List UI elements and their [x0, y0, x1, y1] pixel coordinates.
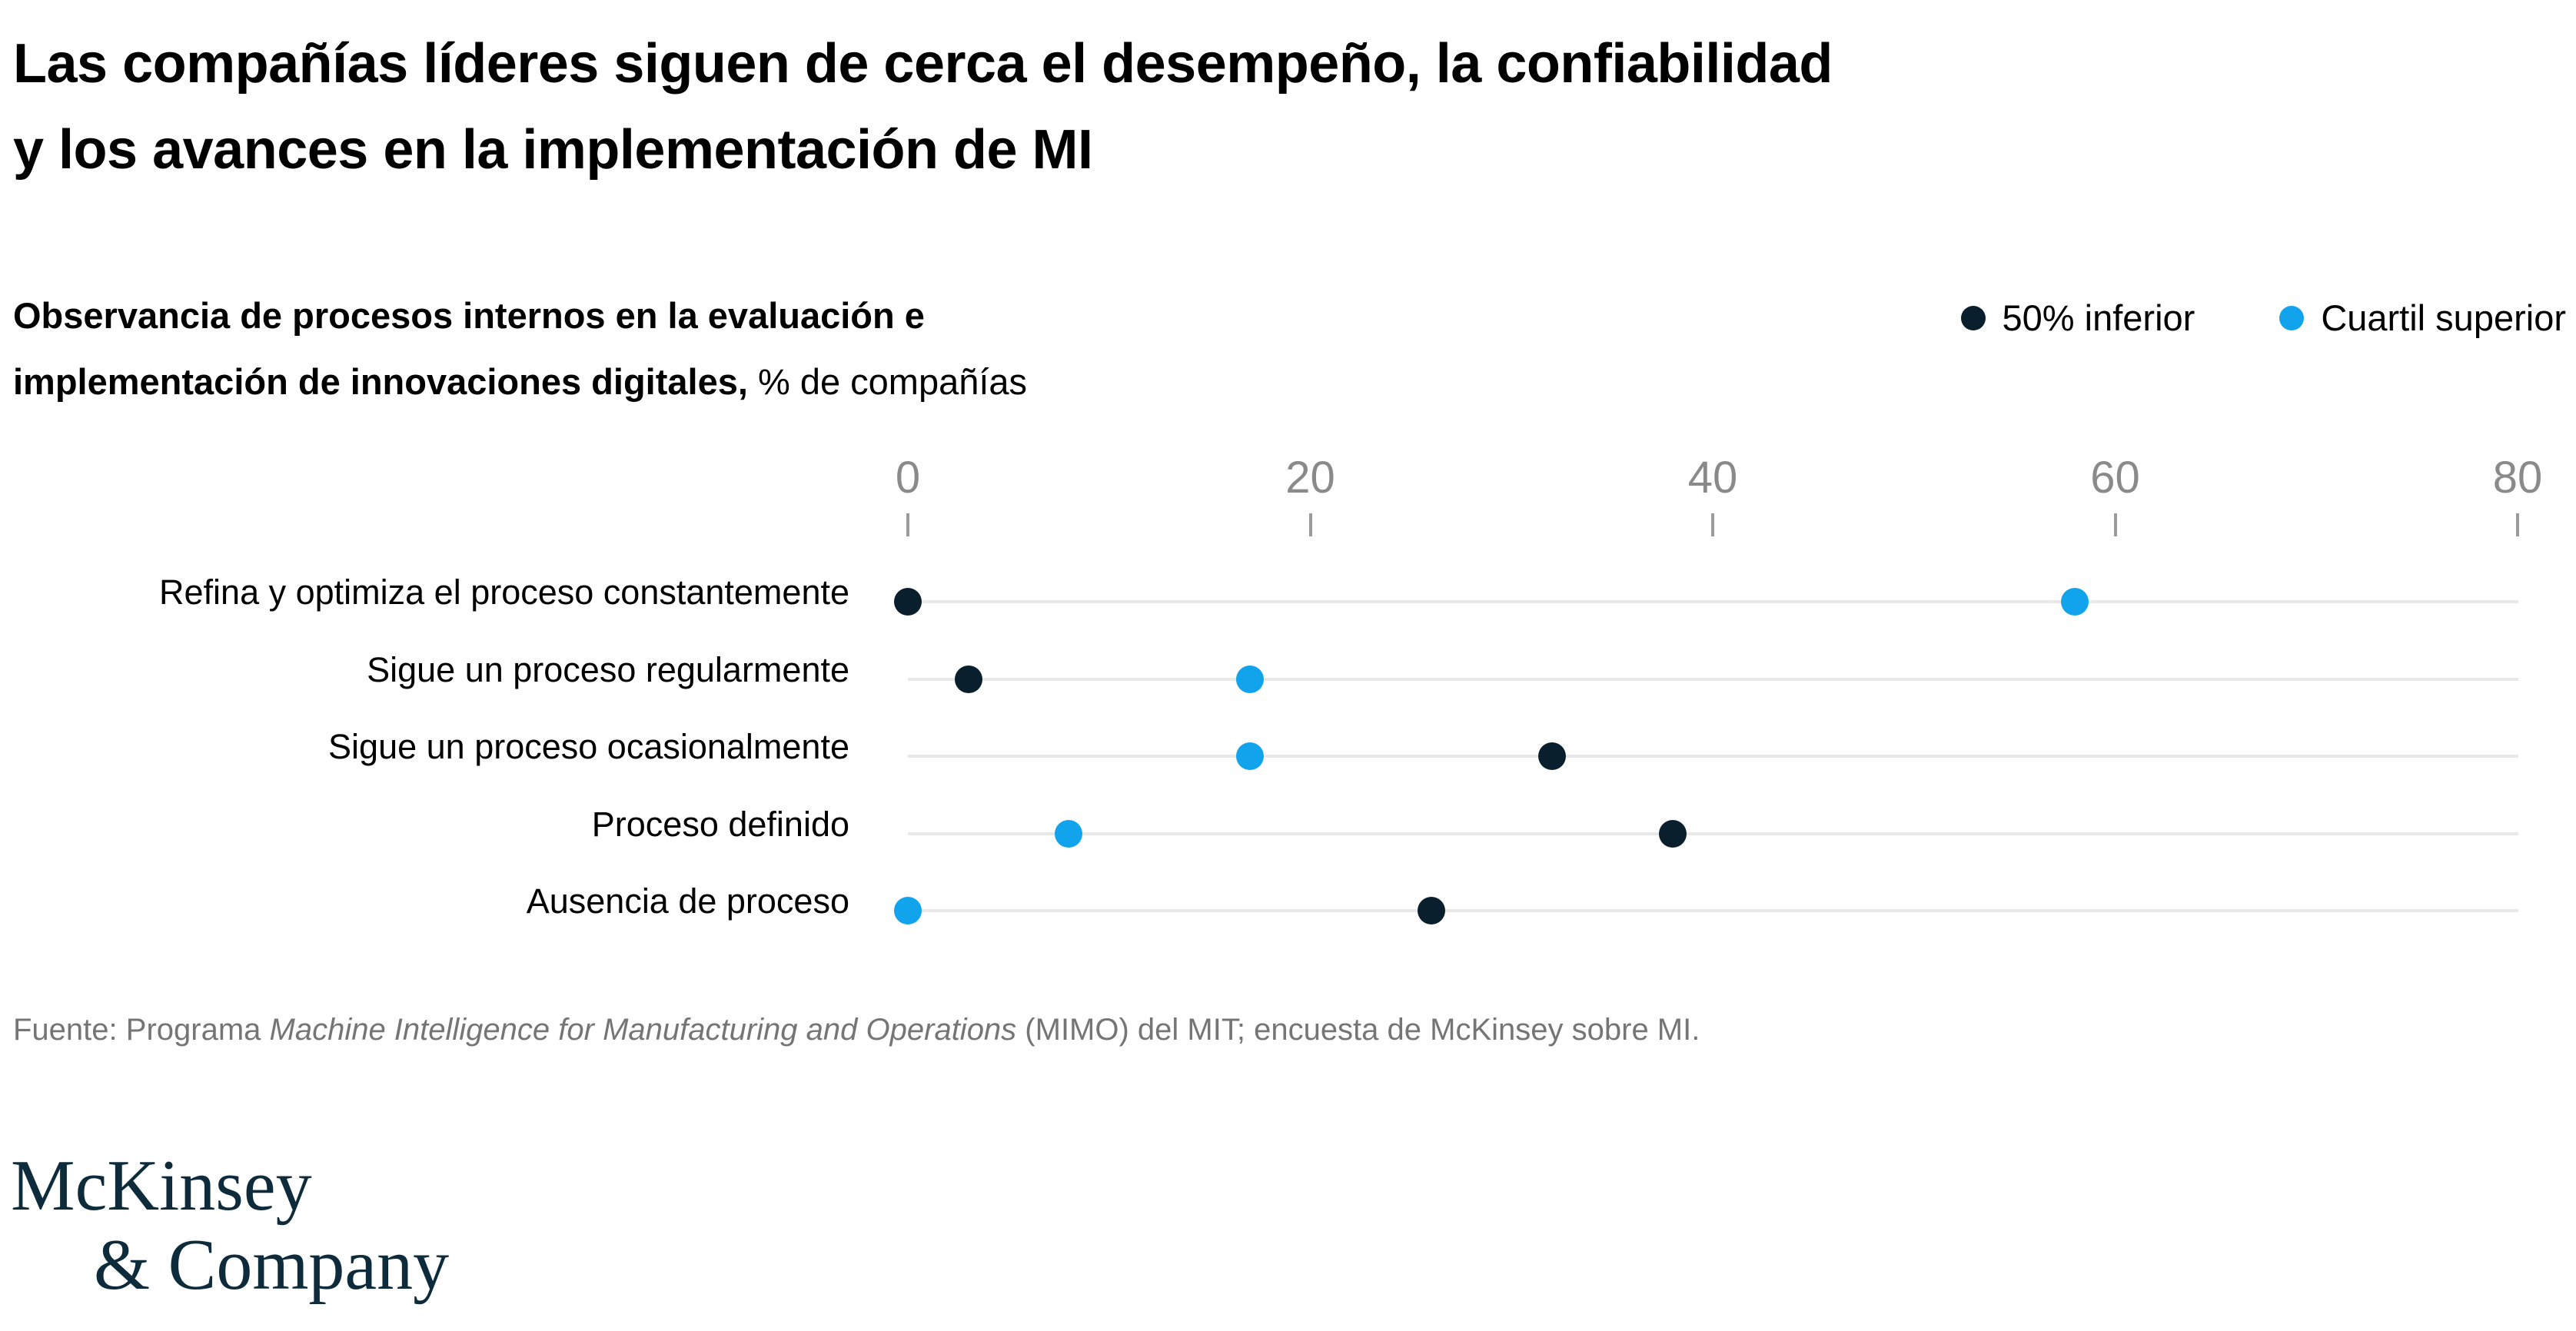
- subtitle-unit: % de compañías: [747, 361, 1028, 402]
- source-suffix: (MIMO) del MIT; encuesta de McKinsey sob…: [1016, 1013, 1700, 1047]
- row-label: Proceso definido: [591, 804, 849, 844]
- data-dot-top-quartile: [1235, 665, 1264, 693]
- x-axis-tick-label: 40: [1687, 453, 1738, 503]
- x-axis-tick-mark: [906, 513, 909, 536]
- data-dot-bottom-50: [1658, 819, 1687, 848]
- title-line-2: y los avances en la implementación de MI: [13, 118, 1093, 181]
- data-dot-bottom-50: [1537, 742, 1566, 770]
- chart-legend: 50% inferior Cuartil superior: [1960, 297, 2566, 339]
- row-gridline: [908, 755, 2518, 758]
- x-axis-tick-mark: [2516, 513, 2519, 536]
- legend-dot-top-quartile-icon: [2279, 305, 2305, 330]
- source-prefix: Fuente: Programa: [13, 1013, 270, 1047]
- subtitle-bold-line-2: implementación de innovaciones digitales…: [13, 361, 748, 402]
- source-note: Fuente: Programa Machine Intelligence fo…: [13, 1013, 2473, 1047]
- x-axis-tick-label: 20: [1285, 453, 1335, 503]
- title-line-1: Las compañías líderes siguen de cerca el…: [13, 33, 1833, 95]
- legend-label-bottom-50: 50% inferior: [2002, 297, 2195, 338]
- row-label: Sigue un proceso regularmente: [367, 649, 849, 689]
- row-label: Ausencia de proceso: [526, 881, 849, 921]
- data-dot-top-quartile: [1235, 742, 1264, 770]
- data-dot-top-quartile: [894, 897, 922, 924]
- row-gridline: [908, 831, 2518, 835]
- data-dot-top-quartile: [2061, 588, 2089, 616]
- x-axis-tick-label: 0: [895, 453, 921, 503]
- chart-subtitle: Observancia de procesos internos en la e…: [13, 283, 1589, 415]
- row-gridline: [908, 909, 2518, 912]
- row-label: Sigue un proceso ocasionalmente: [328, 727, 849, 766]
- data-dot-top-quartile: [1055, 819, 1083, 848]
- mckinsey-logo: McKinsey & Company: [11, 1146, 450, 1306]
- row-label: Refina y optimiza el proceso constanteme…: [159, 573, 849, 612]
- subtitle-bold-line-1: Observancia de procesos internos en la e…: [13, 295, 925, 336]
- logo-line-1: McKinsey: [11, 1146, 312, 1226]
- legend-dot-bottom-50-icon: [1960, 305, 1986, 330]
- row-gridline: [908, 677, 2518, 681]
- legend-item-bottom-50: 50% inferior: [1960, 297, 2195, 339]
- legend-label-top-quartile: Cuartil superior: [2321, 297, 2566, 338]
- data-dot-bottom-50: [894, 588, 922, 616]
- x-axis-tick-mark: [1308, 513, 1312, 536]
- x-axis-tick-mark: [2113, 513, 2117, 536]
- source-program-name: Machine Intelligence for Manufacturing a…: [269, 1013, 1017, 1047]
- x-axis-tick-mark: [1711, 513, 1714, 536]
- legend-item-top-quartile: Cuartil superior: [2279, 297, 2566, 339]
- row-gridline: [908, 600, 2518, 603]
- x-axis-tick-label: 80: [2492, 453, 2543, 503]
- data-dot-bottom-50: [954, 665, 982, 693]
- x-axis-tick-label: 60: [2090, 453, 2140, 503]
- page-title: Las compañías líderes siguen de cerca el…: [13, 22, 2319, 193]
- data-dot-bottom-50: [1417, 897, 1445, 924]
- logo-line-2: & Company: [94, 1225, 450, 1306]
